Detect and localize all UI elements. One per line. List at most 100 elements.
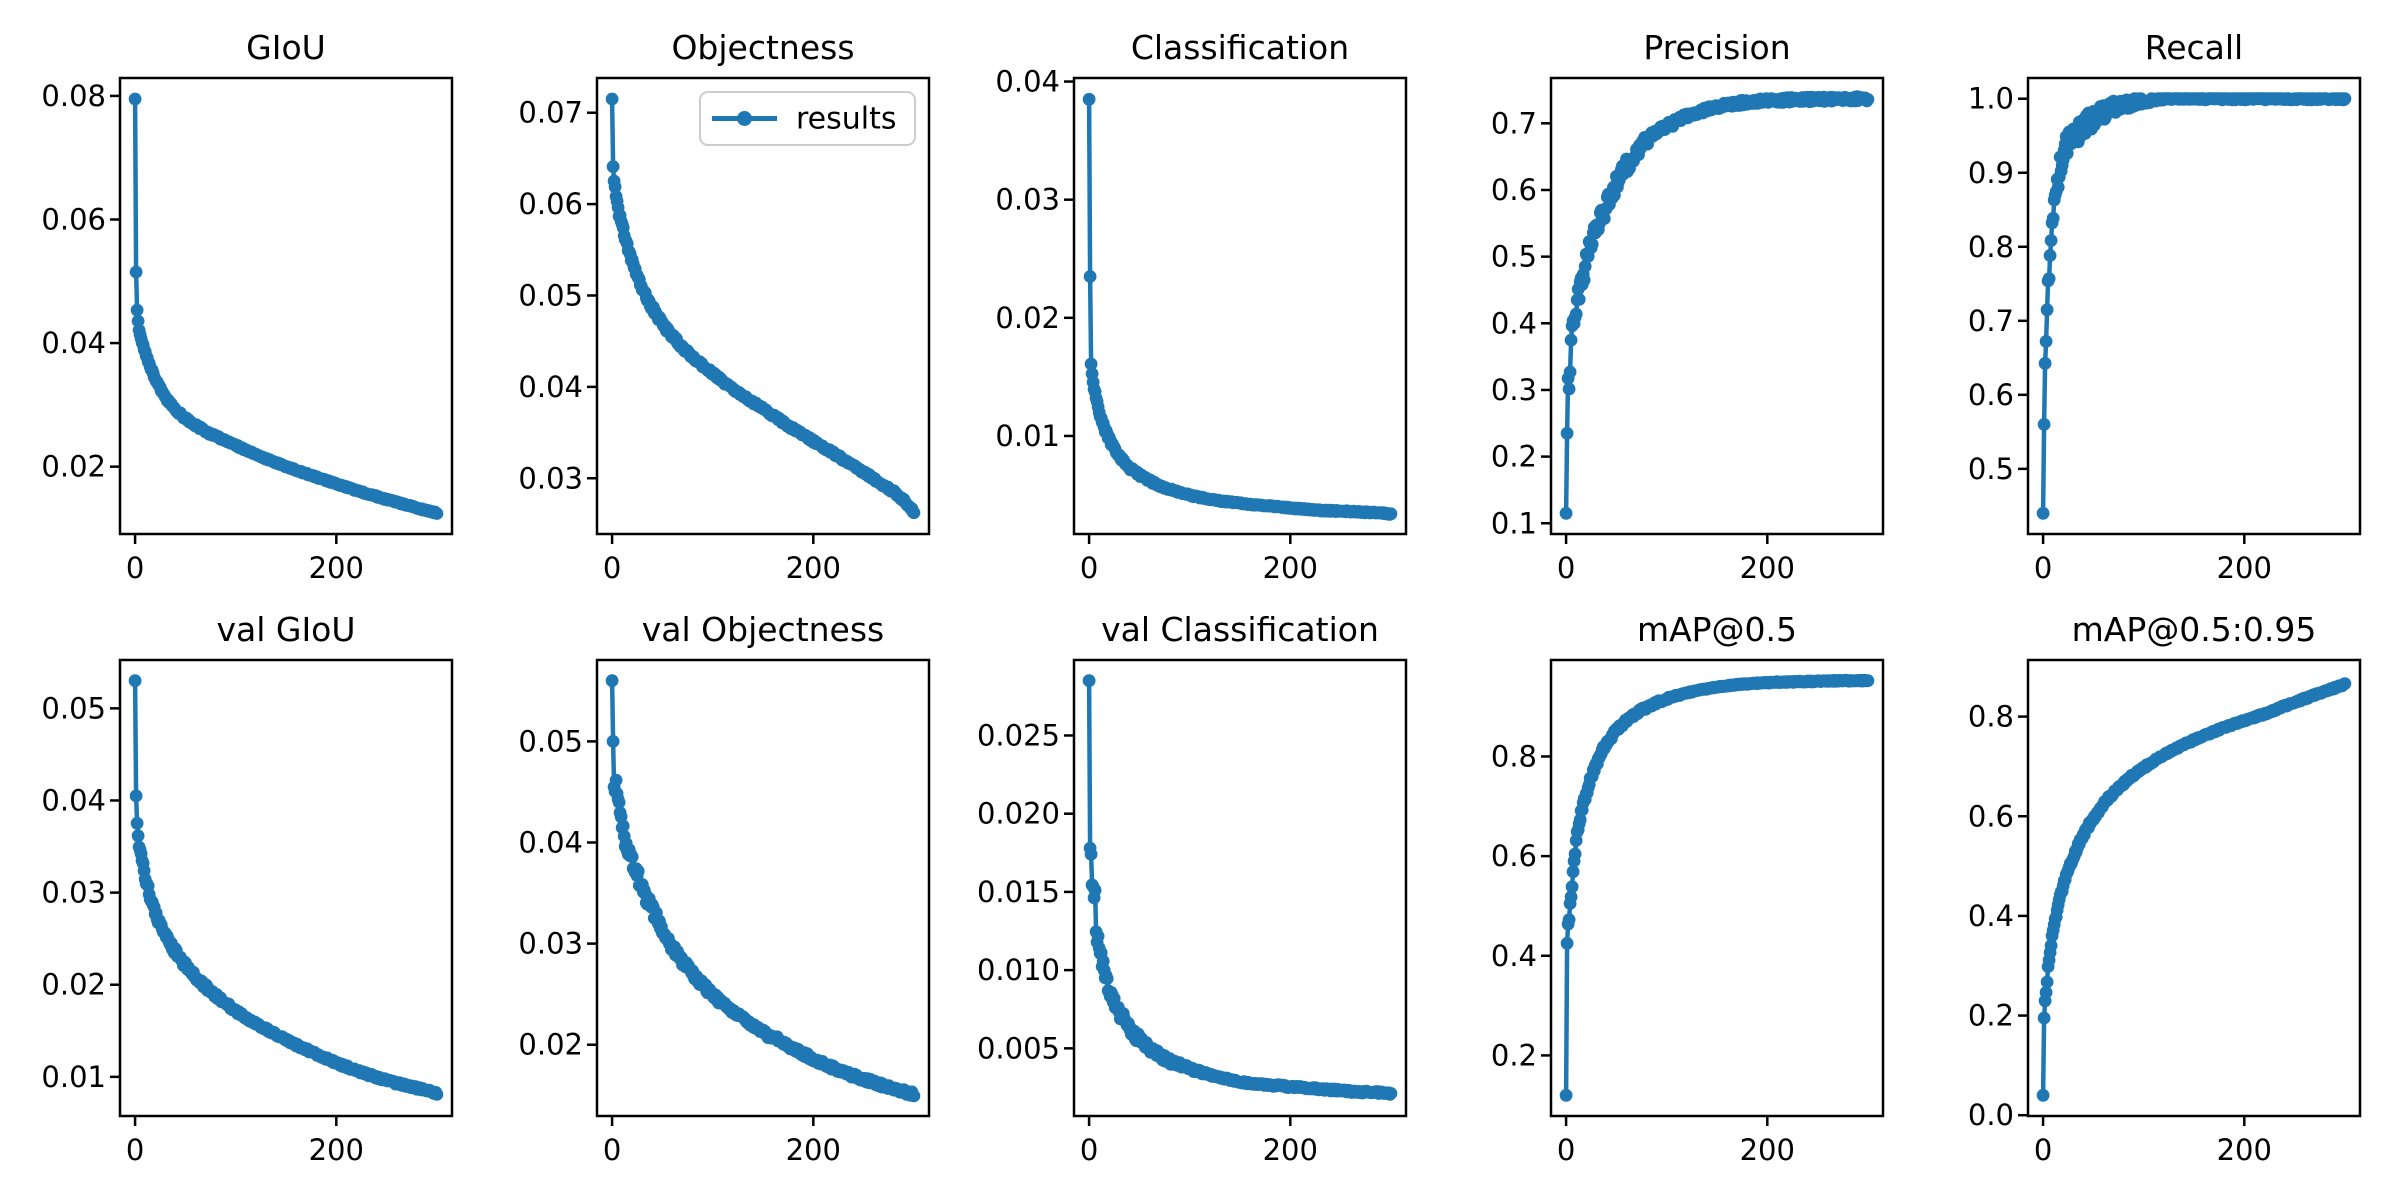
y-tick-label: 0.01	[41, 1060, 106, 1094]
subplot-title-val-classification: val Classification	[1101, 610, 1379, 649]
subplot-title-map50: mAP@0.5	[1636, 610, 1798, 649]
y-tick-label: 0.1	[1491, 506, 1537, 540]
axes-box-val-classification	[1072, 658, 1408, 1118]
y-tick-label: 0.02	[995, 301, 1060, 335]
axes-box-giou	[118, 76, 454, 536]
series-markers-map5095	[2036, 677, 2352, 1102]
y-tick-label: 0.04	[518, 370, 583, 404]
y-tick-label: 0.7	[1968, 304, 2014, 338]
y-tick-label: 0.6	[1968, 799, 2014, 833]
series-line-giou	[132, 98, 439, 516]
y-tick-label: 0.05	[518, 724, 583, 758]
x-tick-label: 0	[603, 1133, 621, 1167]
subplot-recall: 0.5 0.6 0.7 0.8 0.9 1.0 0 200	[1968, 76, 2362, 585]
subplot-val-objectness: 0.02 0.03 0.04 0.05 0 200	[518, 658, 931, 1167]
subplot-map5095: 0.0 0.2 0.4 0.6 0.8 0 200	[1968, 658, 2362, 1167]
axes-box-map5095	[2026, 658, 2362, 1118]
subplot-objectness: 0.03 0.04 0.05 0.06 0.07 0 200 results	[518, 76, 931, 585]
y-tick-label: 0.0	[1968, 1098, 2014, 1132]
series-markers-giou	[128, 92, 444, 520]
y-tick-label: 0.2	[1491, 440, 1537, 474]
y-tick-label: 0.4	[1968, 899, 2014, 933]
x-tick-label: 200	[1263, 1133, 1318, 1167]
series-markers-recall	[2036, 92, 2352, 520]
legend-label: results	[796, 102, 897, 137]
series-markers-objectness	[605, 92, 921, 520]
series-line-recall	[2040, 96, 2347, 514]
y-tick-label: 0.02	[41, 450, 106, 484]
subplot-val-giou: 0.01 0.02 0.03 0.04 0.05 0 200	[41, 658, 454, 1167]
y-tick-label: 0.02	[518, 1028, 583, 1062]
legend-marker-icon	[737, 111, 752, 126]
x-tick-label: 200	[309, 1133, 364, 1167]
x-tick-label: 200	[1740, 551, 1795, 585]
y-tick-label: 1.0	[1968, 82, 2014, 116]
y-tick-label: 0.6	[1491, 173, 1537, 207]
subplot-title-recall: Recall	[2144, 28, 2244, 67]
axes-box-map50	[1549, 658, 1885, 1118]
y-tick-label: 0.2	[1491, 1038, 1537, 1072]
x-tick-label: 0	[1080, 1133, 1098, 1167]
y-tick-label: 0.6	[1968, 378, 2014, 412]
series-line-precision	[1563, 94, 1870, 514]
y-tick-label: 0.08	[41, 79, 106, 113]
y-tick-label: 0.2	[1968, 999, 2014, 1033]
y-tick-label: 0.04	[995, 65, 1060, 99]
y-tick-label: 0.6	[1491, 839, 1537, 873]
series-markers-val-giou	[128, 674, 444, 1101]
subplot-title-precision: Precision	[1643, 28, 1791, 67]
x-tick-label: 200	[1263, 551, 1318, 585]
subplot-val-classification: 0.005 0.010 0.015 0.020 0.025 0 200	[977, 658, 1408, 1167]
y-tick-label: 0.9	[1968, 156, 2014, 190]
subplot-title-val-giou: val GIoU	[216, 610, 356, 649]
x-tick-label: 0	[2034, 1133, 2052, 1167]
x-tick-label: 0	[1557, 551, 1575, 585]
x-tick-label: 0	[126, 1133, 144, 1167]
axes-box-val-giou	[118, 658, 454, 1118]
x-tick-label: 200	[2217, 551, 2272, 585]
axes-box-objectness	[595, 76, 931, 536]
series-markers-precision	[1559, 90, 1875, 520]
y-tick-label: 0.010	[977, 953, 1060, 987]
y-tick-label: 0.03	[41, 876, 106, 910]
y-tick-label: 0.05	[41, 691, 106, 725]
subplot-precision: 0.1 0.2 0.3 0.4 0.5 0.6 0.7 0 200	[1491, 76, 1885, 585]
x-tick-label: 0	[603, 551, 621, 585]
x-tick-label: 200	[1740, 1133, 1795, 1167]
series-markers-val-objectness	[605, 674, 921, 1103]
subplot-map50: 0.2 0.4 0.6 0.8 0 200	[1491, 658, 1885, 1167]
x-tick-label: 0	[126, 551, 144, 585]
y-tick-label: 0.8	[1968, 230, 2014, 264]
x-tick-label: 0	[1080, 551, 1098, 585]
subplot-title-map5095: mAP@0.5:0.95	[2071, 610, 2317, 649]
x-tick-label: 200	[786, 1133, 841, 1167]
y-tick-label: 0.03	[518, 927, 583, 961]
legend: results	[699, 91, 916, 146]
subplot-title-classification: Classification	[1130, 28, 1350, 67]
y-tick-label: 0.04	[41, 326, 106, 360]
axes-box-classification	[1072, 76, 1408, 536]
series-markers-classification	[1082, 92, 1398, 521]
y-tick-label: 0.04	[518, 826, 583, 860]
subplot-classification: 0.01 0.02 0.03 0.04 0 200	[995, 65, 1408, 585]
series-line-classification	[1086, 99, 1393, 517]
y-tick-label: 0.4	[1491, 306, 1537, 340]
y-tick-label: 0.02	[41, 968, 106, 1002]
y-tick-label: 0.01	[995, 419, 1060, 453]
y-tick-label: 0.03	[518, 461, 583, 495]
axes-box-recall	[2026, 76, 2362, 536]
y-tick-label: 0.025	[977, 718, 1060, 752]
subplot-title-objectness: Objectness	[671, 28, 855, 67]
series-markers-val-classification	[1082, 674, 1398, 1101]
y-tick-label: 0.020	[977, 797, 1060, 831]
y-tick-label: 0.05	[518, 278, 583, 312]
x-tick-label: 0	[2034, 551, 2052, 585]
subplot-title-val-objectness: val Objectness	[641, 610, 885, 649]
subplot-giou: 0.02 0.04 0.06 0.08 0 200	[41, 76, 454, 585]
y-tick-label: 0.03	[995, 183, 1060, 217]
series-markers-map50	[1559, 673, 1875, 1102]
x-tick-label: 200	[2217, 1133, 2272, 1167]
y-tick-label: 0.005	[977, 1031, 1060, 1065]
